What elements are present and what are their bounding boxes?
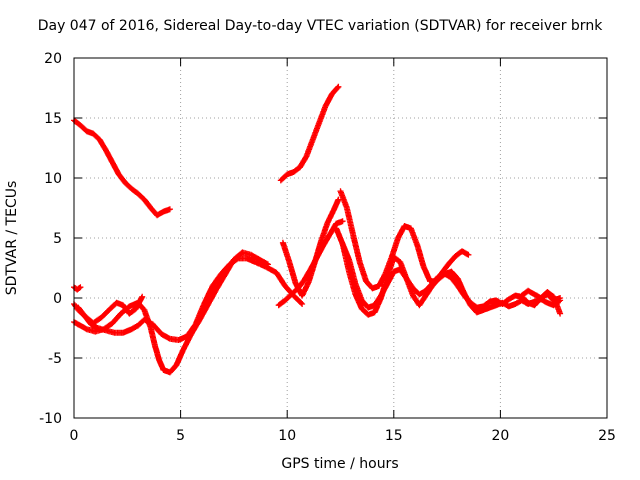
series-arc-11 — [518, 287, 564, 317]
y-tick-label: 10 — [44, 171, 62, 187]
series-arc-7 — [275, 218, 346, 309]
data-points-arc-4 — [71, 249, 271, 376]
y-tick-label: 20 — [44, 51, 62, 67]
series-arc-2 — [277, 83, 342, 184]
y-tick-label: -10 — [39, 411, 62, 427]
x-tick-label: 10 — [278, 428, 296, 444]
y-tick-label: 5 — [53, 231, 62, 247]
x-axis-ticks: 0 5 10 15 20 25 — [70, 58, 616, 444]
y-tick-label: 15 — [44, 111, 62, 127]
chart-title: Day 047 of 2016, Sidereal Day-to-day VTE… — [37, 18, 603, 34]
data-points-arc-7 — [275, 218, 346, 309]
series-arc-6 — [279, 196, 342, 299]
series-arc-12 — [71, 284, 84, 293]
x-tick-label: 25 — [598, 428, 616, 444]
series-arc-10 — [339, 241, 564, 311]
y-axis-ticks: -10 -5 0 5 10 15 20 — [39, 51, 607, 427]
data-points-arc-6 — [279, 196, 342, 299]
data-points-arc-12 — [71, 284, 84, 293]
series-arc-1 — [71, 117, 173, 219]
data-points-arc-5 — [75, 293, 146, 327]
x-tick-label: 20 — [491, 428, 509, 444]
series-layer — [71, 83, 564, 376]
data-points-arc-1 — [71, 117, 173, 219]
y-tick-label: -5 — [48, 351, 62, 367]
series-arc-4 — [71, 249, 271, 376]
data-points-arc-10 — [339, 241, 564, 311]
series-arc-5 — [75, 293, 146, 327]
x-tick-label: 0 — [70, 428, 79, 444]
x-tick-label: 5 — [176, 428, 185, 444]
x-tick-label: 15 — [385, 428, 403, 444]
x-axis-label: GPS time / hours — [281, 456, 399, 472]
y-tick-label: 0 — [53, 291, 62, 307]
y-axis-label: SDTVAR / TECUs — [4, 180, 20, 296]
